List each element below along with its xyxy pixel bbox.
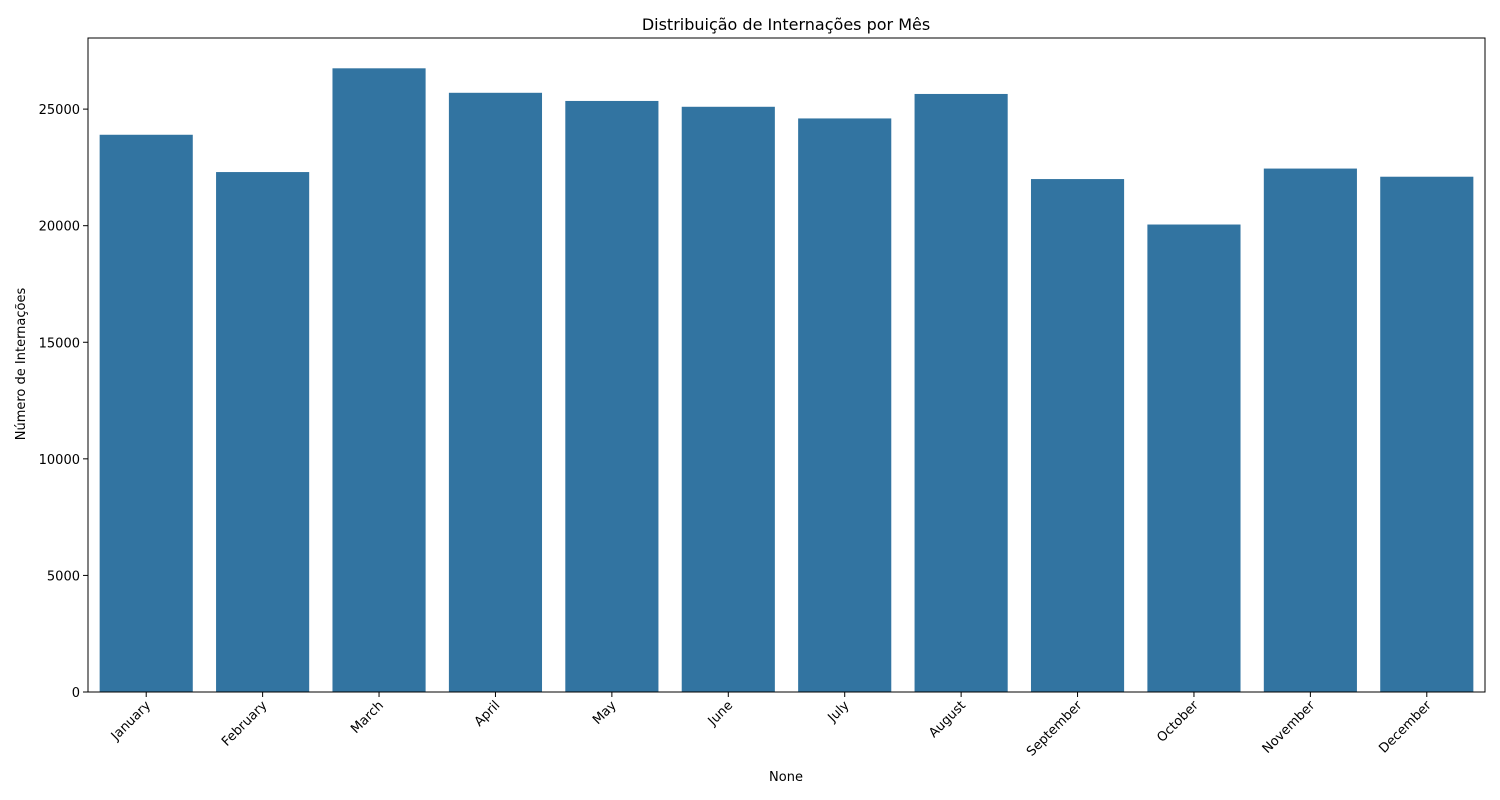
y-tick-label: 20000 — [39, 220, 80, 235]
x-tick-label: April — [472, 698, 504, 730]
x-tick-label: November — [1260, 698, 1319, 757]
bar-april — [448, 92, 543, 692]
x-tick-label: October — [1154, 698, 1202, 746]
bar-june — [681, 106, 775, 692]
bar-december — [1380, 176, 1474, 692]
x-tick-label: June — [705, 698, 736, 729]
bars-group — [99, 68, 1474, 693]
bar-may — [565, 100, 659, 692]
bar-july — [798, 118, 892, 693]
x-tick-label: February — [219, 698, 271, 750]
x-axis: January February March April May June July Augu… — [108, 692, 1435, 760]
chart-title: Distribuição de Internações por Mês — [642, 15, 930, 34]
x-tick-label: January — [108, 698, 154, 744]
x-tick-label: December — [1376, 698, 1435, 757]
bar-september — [1030, 179, 1125, 692]
bar-october — [1147, 224, 1241, 693]
bar-february — [216, 172, 310, 692]
bar-march — [332, 68, 426, 692]
y-tick-label: 0 — [72, 686, 80, 701]
bar-august — [914, 93, 1008, 693]
bar-november — [1263, 168, 1357, 693]
x-tick-label: May — [590, 698, 620, 728]
y-axis: 0 5000 10000 15000 20000 25000 — [39, 103, 88, 701]
y-tick-label: 5000 — [47, 569, 80, 584]
x-tick-label: September — [1024, 698, 1086, 760]
y-tick-label: 25000 — [39, 103, 80, 118]
x-axis-label: None — [769, 770, 803, 785]
bar-january — [99, 134, 193, 693]
y-axis-label: Número de Internações — [14, 288, 29, 441]
x-tick-label: July — [825, 698, 853, 726]
x-tick-label: August — [926, 698, 969, 741]
plot-frame — [87, 37, 1486, 693]
y-tick-label: 15000 — [39, 336, 80, 351]
x-tick-label: March — [348, 698, 387, 737]
y-tick-label: 10000 — [39, 453, 80, 468]
